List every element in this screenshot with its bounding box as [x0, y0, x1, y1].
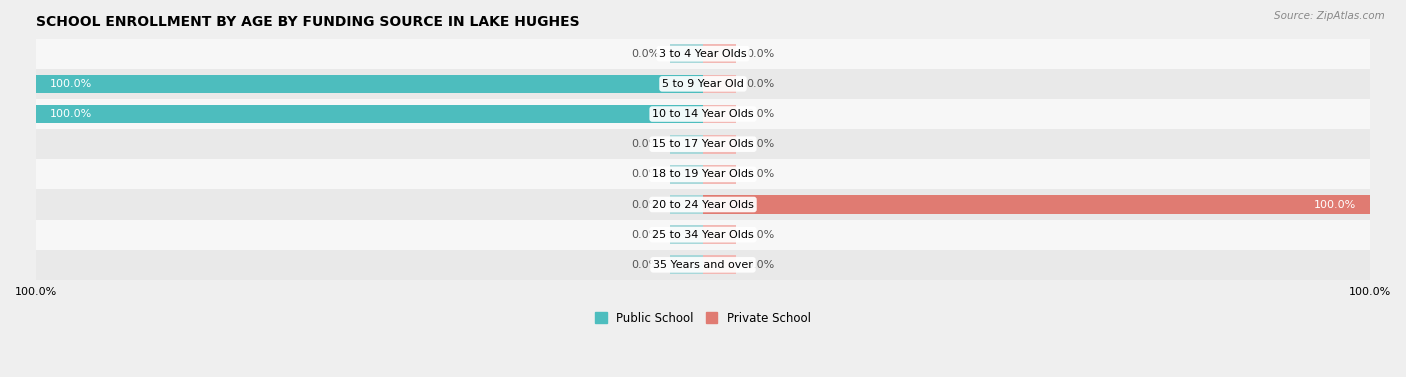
Text: 3 to 4 Year Olds: 3 to 4 Year Olds [659, 49, 747, 59]
Text: 18 to 19 Year Olds: 18 to 19 Year Olds [652, 169, 754, 179]
Text: 0.0%: 0.0% [747, 79, 775, 89]
Text: 0.0%: 0.0% [631, 199, 659, 210]
Bar [37, 69, 1369, 99]
Text: 0.0%: 0.0% [631, 230, 659, 240]
Text: 0.0%: 0.0% [747, 139, 775, 149]
Bar [669, 195, 703, 214]
Text: 0.0%: 0.0% [631, 260, 659, 270]
Bar [703, 105, 737, 123]
Bar [37, 129, 1369, 159]
Text: 5 to 9 Year Old: 5 to 9 Year Old [662, 79, 744, 89]
Bar [703, 225, 737, 244]
Text: 100.0%: 100.0% [1315, 199, 1357, 210]
Bar [37, 219, 1369, 250]
Bar [703, 165, 737, 184]
Bar [703, 195, 1369, 214]
Text: 0.0%: 0.0% [747, 169, 775, 179]
Text: 0.0%: 0.0% [631, 169, 659, 179]
Bar [703, 135, 737, 153]
Bar [669, 44, 703, 63]
Text: Source: ZipAtlas.com: Source: ZipAtlas.com [1274, 11, 1385, 21]
Bar [37, 250, 1369, 280]
Bar [703, 256, 737, 274]
Bar [703, 75, 737, 93]
Text: 100.0%: 100.0% [49, 79, 91, 89]
Text: 0.0%: 0.0% [747, 49, 775, 59]
Legend: Public School, Private School: Public School, Private School [591, 307, 815, 329]
Text: 0.0%: 0.0% [747, 230, 775, 240]
Text: 0.0%: 0.0% [631, 139, 659, 149]
Bar [37, 105, 703, 123]
Bar [669, 165, 703, 184]
Bar [703, 44, 737, 63]
Bar [37, 159, 1369, 189]
Text: 25 to 34 Year Olds: 25 to 34 Year Olds [652, 230, 754, 240]
Bar [37, 189, 1369, 219]
Text: SCHOOL ENROLLMENT BY AGE BY FUNDING SOURCE IN LAKE HUGHES: SCHOOL ENROLLMENT BY AGE BY FUNDING SOUR… [37, 15, 579, 29]
Text: 100.0%: 100.0% [49, 109, 91, 119]
Bar [669, 256, 703, 274]
Text: 0.0%: 0.0% [631, 49, 659, 59]
Bar [669, 225, 703, 244]
Text: 0.0%: 0.0% [747, 260, 775, 270]
Text: 0.0%: 0.0% [747, 109, 775, 119]
Bar [669, 135, 703, 153]
Bar [37, 38, 1369, 69]
Text: 10 to 14 Year Olds: 10 to 14 Year Olds [652, 109, 754, 119]
Text: 15 to 17 Year Olds: 15 to 17 Year Olds [652, 139, 754, 149]
Bar [37, 75, 703, 93]
Bar [37, 99, 1369, 129]
Text: 20 to 24 Year Olds: 20 to 24 Year Olds [652, 199, 754, 210]
Text: 35 Years and over: 35 Years and over [652, 260, 754, 270]
